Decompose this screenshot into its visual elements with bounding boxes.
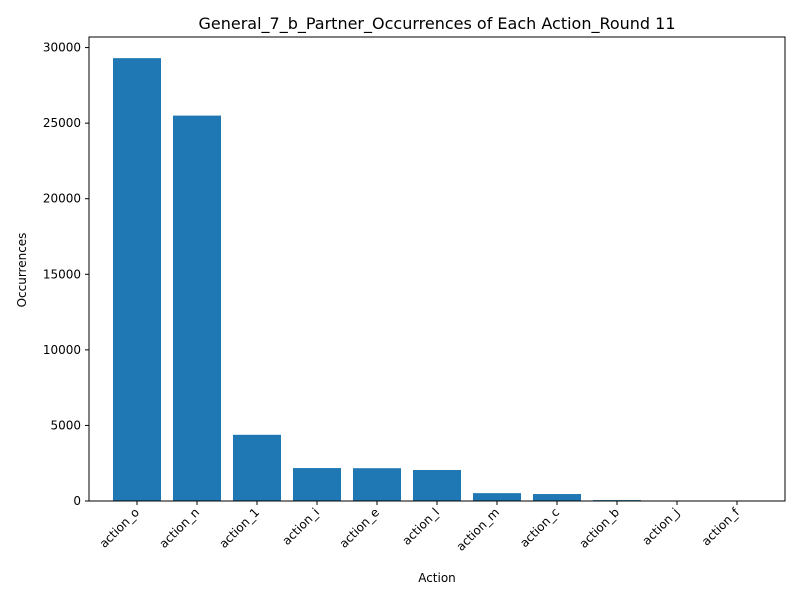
bars-group (113, 58, 761, 501)
bar-action_c (533, 494, 581, 501)
x-tick-label: action_1 (216, 505, 262, 551)
x-tick-label: action_i (279, 505, 322, 548)
x-tick-label: action_n (156, 505, 202, 551)
bar-action_n (173, 116, 221, 501)
chart-title: General_7_b_Partner_Occurrences of Each … (198, 14, 675, 34)
x-tick-label: action_l (399, 505, 442, 548)
bar-action_i (293, 468, 341, 501)
y-axis-label: Occurrences (15, 233, 29, 308)
x-tick-label: action_m (454, 505, 503, 554)
y-tick-label: 25000 (43, 116, 81, 130)
x-axis-label: Action (418, 571, 456, 585)
y-tick-label: 5000 (50, 418, 81, 432)
y-tick-label: 10000 (43, 343, 81, 357)
bar-action_1 (233, 435, 281, 501)
x-tick-label: action_c (517, 505, 562, 550)
x-tick-label: action_f (699, 505, 743, 549)
x-tick-label: action_j (639, 505, 682, 548)
y-axis-ticks: 0 5000 10000 15000 20000 25000 30000 (43, 41, 89, 508)
bar-action_l (413, 470, 461, 501)
y-tick-label: 15000 (43, 267, 81, 281)
bar-action_e (353, 468, 401, 501)
bar-action_m (473, 493, 521, 501)
x-tick-label: action_b (576, 505, 622, 551)
y-tick-label: 20000 (43, 192, 81, 206)
y-tick-label: 0 (73, 494, 81, 508)
y-tick-label: 30000 (43, 41, 81, 55)
x-tick-label: action_e (337, 505, 382, 550)
bar-action_o (113, 58, 161, 501)
x-tick-label: action_o (97, 505, 142, 550)
x-axis-ticks: action_o action_n action_1 action_i action_e… (97, 501, 743, 554)
